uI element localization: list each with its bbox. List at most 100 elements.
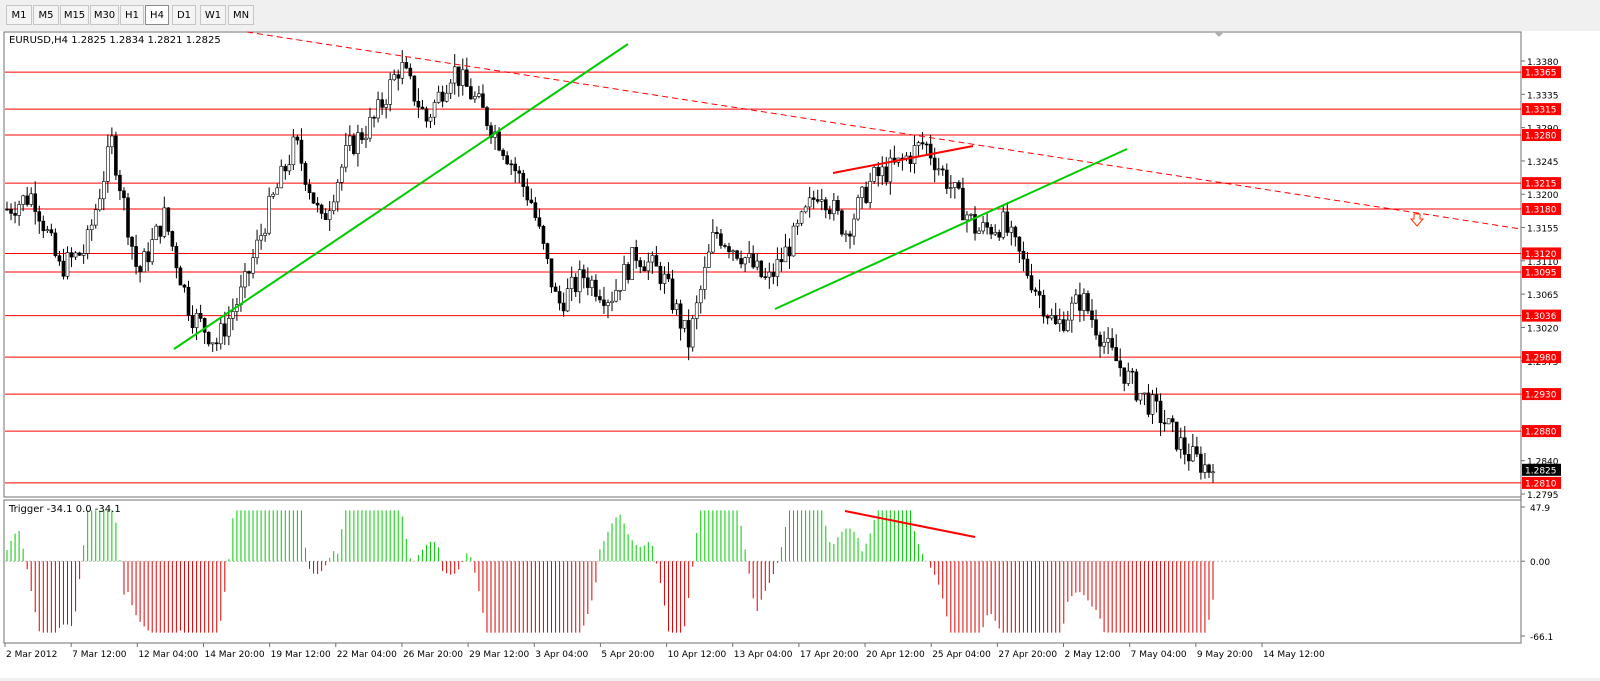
candle-body <box>380 99 384 108</box>
candle-body <box>1211 471 1215 474</box>
candle-body <box>682 320 687 329</box>
candle-body <box>1045 316 1050 319</box>
candle-body <box>537 217 542 227</box>
candle-body <box>45 229 50 232</box>
candle-body <box>1146 392 1151 415</box>
candle-body <box>553 286 558 292</box>
candle-body <box>747 253 751 259</box>
candle-body <box>840 210 844 235</box>
candle-body <box>799 211 804 224</box>
timeframe-m30-button[interactable]: M30 <box>90 5 119 25</box>
candle-body <box>702 267 707 290</box>
candle-body <box>106 146 110 182</box>
candle-body <box>93 209 98 226</box>
timeframe-m1-button[interactable]: M1 <box>6 5 32 25</box>
candle-body <box>267 196 271 234</box>
candle-body <box>860 186 864 198</box>
time-tick-label: 14 Mar 20:00 <box>204 650 264 660</box>
candle-body <box>142 251 146 273</box>
candle-body <box>598 296 602 301</box>
trend-line-red-dashed[interactable] <box>246 31 1522 230</box>
timeframe-m5-button[interactable]: M5 <box>33 5 59 25</box>
timeframe-w1-button[interactable]: W1 <box>200 5 226 25</box>
candle-body <box>920 142 925 145</box>
candle-body <box>114 135 118 176</box>
candle-body <box>311 192 316 204</box>
candle-body <box>102 181 106 200</box>
chart-canvas[interactable]: EURUSD,H4 1.2825 1.2834 1.2821 1.2825 Tr… <box>0 31 1600 678</box>
level-price-label: 1.3180 <box>1525 206 1557 216</box>
candle-body <box>751 253 755 268</box>
price-tick-label: 1.3155 <box>1527 225 1559 235</box>
divergence-line-price[interactable] <box>832 145 974 174</box>
candle-body <box>202 318 207 333</box>
candle-body <box>884 166 889 183</box>
candle-body <box>1154 394 1159 402</box>
indicator-axis: 47.9 0.00 -66.1 <box>1521 504 1553 643</box>
candle-body <box>928 143 933 159</box>
trend-line-green-2[interactable] <box>774 148 1128 310</box>
chart-title: EURUSD,H4 1.2825 1.2834 1.2821 1.2825 <box>9 35 221 46</box>
chart-window[interactable]: EURUSD,H4 1.2825 1.2834 1.2821 1.2825 Tr… <box>0 31 1600 678</box>
candle-body <box>170 231 175 247</box>
chart-texts: EURUSD,H4 1.2825 1.2834 1.2821 1.2825 Tr… <box>8 35 221 515</box>
candle-body <box>807 197 812 208</box>
candle-body <box>977 230 981 234</box>
time-tick-label: 27 Apr 20:00 <box>998 650 1057 660</box>
candle-body <box>614 289 618 302</box>
level-price-tag <box>1522 265 1561 278</box>
candle-body <box>993 232 997 235</box>
candle-body <box>723 245 727 247</box>
candle-body <box>146 251 150 263</box>
candle-body <box>444 92 449 102</box>
candle-body <box>239 286 243 305</box>
candle-body <box>586 277 590 288</box>
candle-body <box>711 232 715 253</box>
candle-body <box>973 214 977 234</box>
candle-body <box>1033 289 1038 292</box>
sell-arrow-icon[interactable] <box>1409 213 1425 227</box>
candle-body <box>602 299 606 306</box>
candle-body <box>130 236 134 247</box>
timeframe-m15-button[interactable]: M15 <box>60 5 89 25</box>
candle-body <box>1170 418 1175 423</box>
price-tick-label: 1.3020 <box>1527 324 1559 334</box>
candle-body <box>961 187 965 221</box>
chart-shift-marker-icon[interactable] <box>1214 32 1224 37</box>
level-price-label: 1.3095 <box>1525 268 1557 278</box>
candle-body <box>1110 338 1114 348</box>
candle-body <box>795 222 800 227</box>
divergence-line-indicator[interactable] <box>844 510 976 538</box>
candle-body <box>21 195 25 205</box>
candle-body <box>452 66 457 84</box>
candle-body <box>908 155 913 164</box>
candle-body <box>1150 394 1155 415</box>
candle-body <box>1074 294 1078 304</box>
candle-body <box>763 276 768 278</box>
candle-body <box>327 210 332 220</box>
candle-body <box>674 303 679 310</box>
candle-body <box>158 225 163 237</box>
timeframe-mn-button[interactable]: MN <box>228 5 254 25</box>
level-price-label: 1.2880 <box>1525 428 1557 438</box>
candle-body <box>352 135 356 155</box>
candle-body <box>5 208 9 211</box>
candle-body <box>828 209 832 215</box>
timeframe-h4-button[interactable]: H4 <box>145 5 169 25</box>
candle-body <box>283 166 288 172</box>
candle-body <box>97 198 102 211</box>
timeframe-d1-button[interactable]: D1 <box>172 5 196 25</box>
candle-body <box>634 247 639 261</box>
candle-body <box>456 66 461 86</box>
trend-line-green-1[interactable] <box>173 43 629 350</box>
candle-body <box>364 137 368 140</box>
candle-body <box>344 145 348 168</box>
candle-body <box>670 278 675 310</box>
candle-body <box>9 208 13 214</box>
candle-body <box>509 163 513 166</box>
candle-body <box>654 255 659 267</box>
level-price-tag <box>1522 388 1561 401</box>
candle-body <box>448 82 453 94</box>
timeframe-h1-button[interactable]: H1 <box>120 5 144 25</box>
candle-body <box>577 269 582 293</box>
